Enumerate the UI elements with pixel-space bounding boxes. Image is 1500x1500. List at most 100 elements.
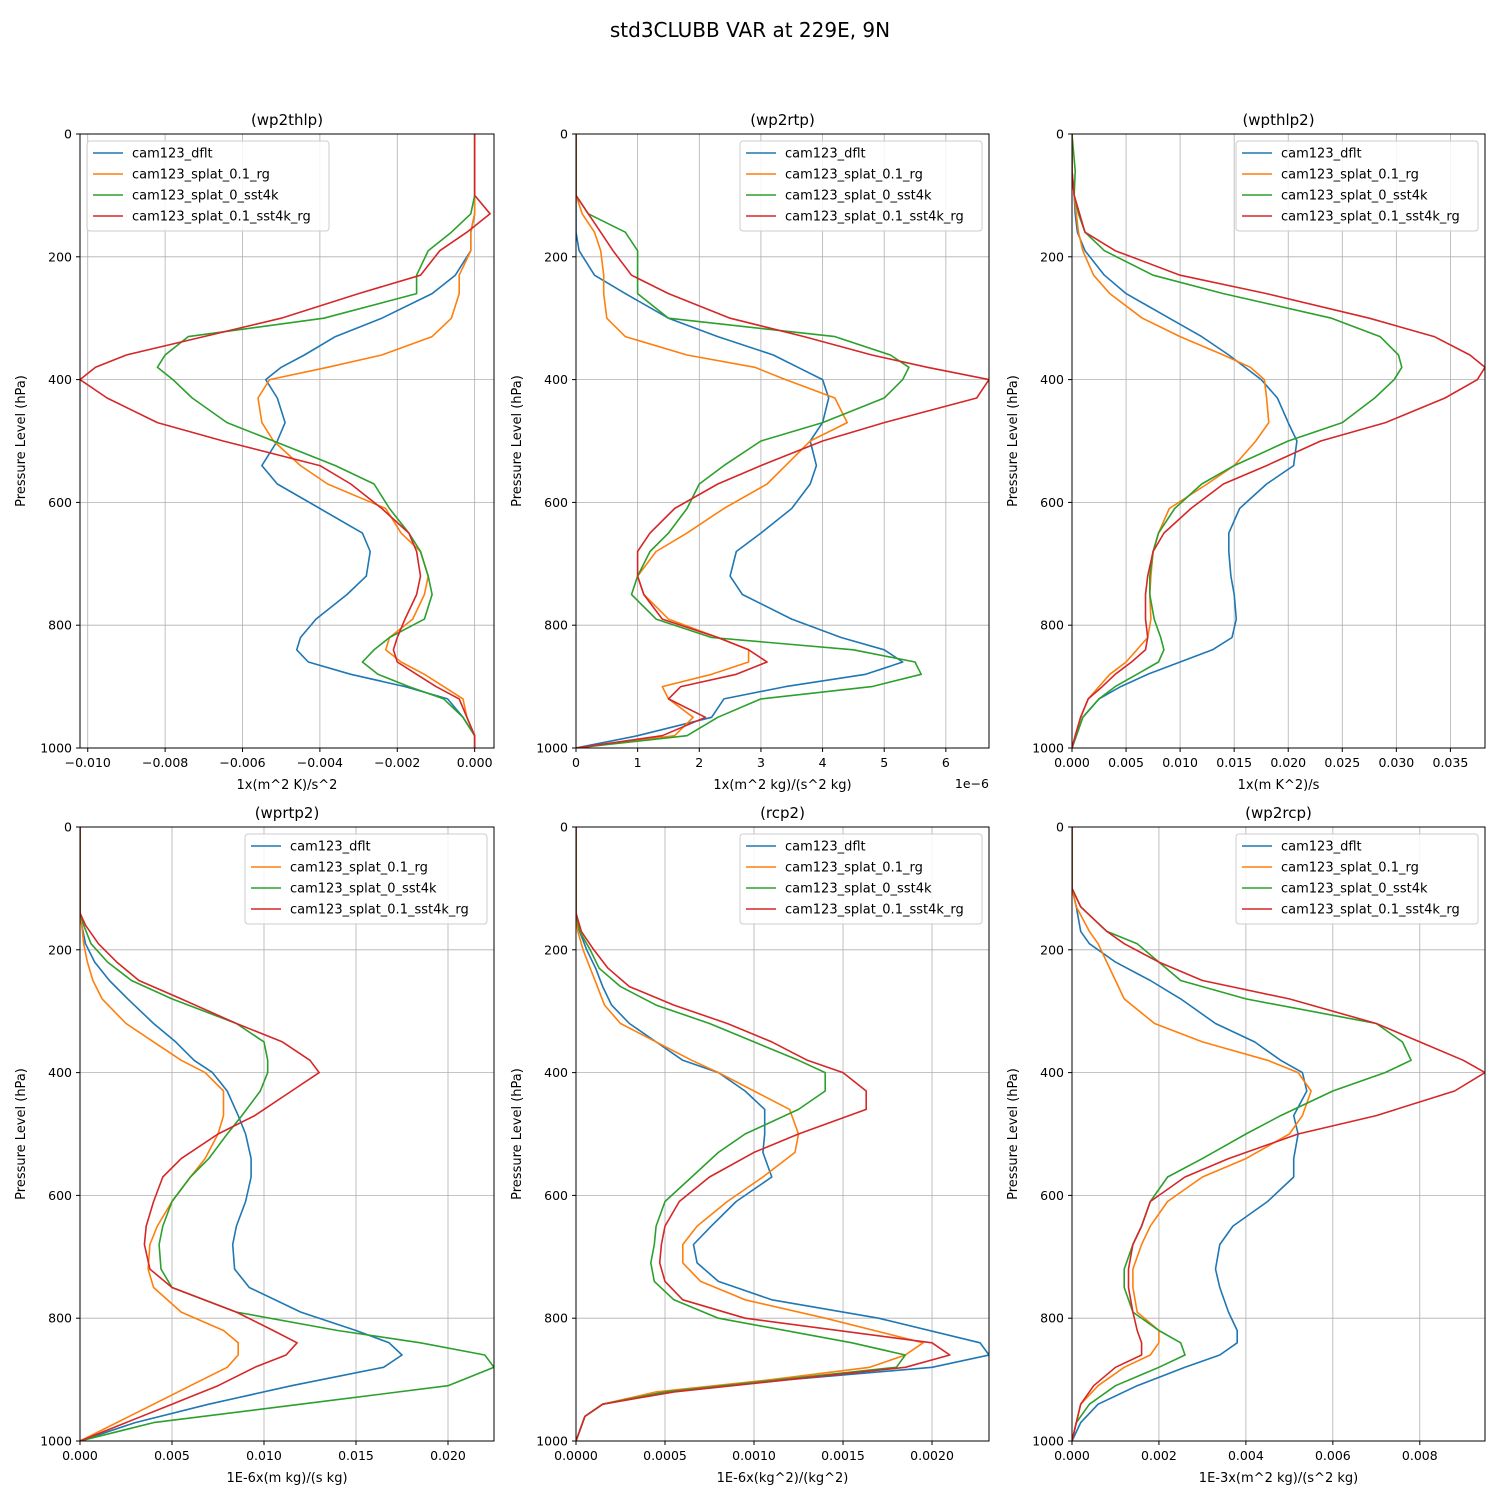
x-tick-label: −0.004 — [297, 755, 343, 770]
y-tick-label: 600 — [544, 1188, 568, 1203]
x-tick-label: 0.010 — [246, 1448, 282, 1463]
legend-box — [1235, 140, 1479, 232]
legend-box — [244, 833, 488, 925]
legend-label: cam123_splat_0.1_sst4k_rg — [785, 210, 964, 225]
subplot-4: 0.0000 0.0005 0.0010 0.0015 0.0020 0 200 400 600… — [510, 804, 990, 1486]
x-axis-label: 1E-6x(kg^2)/(kg^2) — [717, 1471, 849, 1486]
y-tick-label: 400 — [1040, 372, 1064, 387]
y-tick-label: 1000 — [536, 741, 568, 756]
grid-lines — [80, 133, 494, 749]
subplot-1: 0 1 2 3 4 5 6 0 200 400 600 800 1000 1e−6 (wp2rtp) 1x(m… — [510, 111, 990, 793]
x-tick-label: 0.030 — [1378, 755, 1414, 770]
x-tick-label: 0.006 — [1315, 1448, 1351, 1463]
subplot-grid: −0.010 −0.008 −0.006 −0.004 −0.002 0.00002004… — [14, 111, 1486, 1486]
y-tick-label: 1000 — [40, 1434, 72, 1449]
y-tick-label: 600 — [1040, 495, 1064, 510]
y-axis-label: Pressure Level (hPa) — [510, 375, 525, 507]
y-tick-label: 200 — [1040, 249, 1064, 264]
plot-frame — [1071, 826, 1486, 1442]
x-offset-text: 1e−6 — [955, 776, 989, 791]
y-tick-label: 800 — [544, 1311, 568, 1326]
legend: cam123_dflt cam123_splat_0.1_rg cam123_spl… — [244, 833, 488, 925]
series-line-cam123_dflt — [576, 827, 989, 1441]
y-tick-label: 200 — [48, 942, 72, 957]
legend-label: cam123_dflt — [785, 840, 866, 855]
x-tick-label: 1 — [634, 755, 642, 770]
legend-label: cam123_splat_0_sst4k — [1281, 189, 1428, 204]
y-tick-label: 400 — [544, 372, 568, 387]
subplot-title: (wp2rtp) — [750, 111, 815, 129]
x-tick-label: 0.005 — [154, 1448, 190, 1463]
x-tick-label: 0.015 — [338, 1448, 374, 1463]
legend-label: cam123_splat_0.1_rg — [1281, 861, 1419, 876]
legend-label: cam123_splat_0.1_sst4k_rg — [1281, 210, 1460, 225]
series-line-cam123_splat_0.1_sst4k_rg — [80, 134, 491, 748]
y-axis-label: Pressure Level (hPa) — [14, 1068, 29, 1200]
legend-label: cam123_splat_0.1_sst4k_rg — [290, 903, 469, 918]
y-tick-label: 400 — [48, 1065, 72, 1080]
x-tick-label: 4 — [819, 755, 827, 770]
x-tick-label: 0 — [572, 755, 580, 770]
series-line-cam123_splat_0_sst4k — [576, 827, 907, 1441]
figure-title: std3CLUBB VAR at 229E, 9N — [610, 18, 890, 42]
legend-label: cam123_splat_0_sst4k — [290, 882, 437, 897]
plot-frame — [79, 133, 495, 749]
x-tick-label: −0.010 — [65, 755, 111, 770]
legend-label: cam123_splat_0.1_sst4k_rg — [1281, 903, 1460, 918]
y-tick-label: 400 — [1040, 1065, 1064, 1080]
x-tick-label: 0.000 — [457, 755, 493, 770]
x-tick-label: 0.0020 — [910, 1448, 954, 1463]
series-line-cam123_splat_0.1_sst4k_rg — [576, 827, 951, 1441]
y-tick-label: 600 — [48, 495, 72, 510]
x-tick-label: 5 — [880, 755, 888, 770]
plot-frame — [1071, 133, 1486, 749]
y-axis-label: Pressure Level (hPa) — [510, 1068, 525, 1200]
x-tick-label: −0.008 — [142, 755, 188, 770]
legend-label: cam123_splat_0.1_rg — [785, 168, 923, 183]
legend-label: cam123_splat_0.1_sst4k_rg — [132, 210, 311, 225]
legend: cam123_dflt cam123_splat_0.1_rg cam123_spl… — [1235, 833, 1479, 925]
series-line-cam123_dflt — [1072, 134, 1298, 748]
y-tick-label: 200 — [1040, 942, 1064, 957]
y-tick-label: 0 — [64, 127, 72, 142]
x-tick-label: 0.002 — [1141, 1448, 1177, 1463]
series-line-cam123_splat_0.1_rg — [257, 134, 476, 748]
subplot-title: (wp2rcp) — [1245, 804, 1312, 822]
y-tick-label: 200 — [48, 249, 72, 264]
x-tick-label: 0.010 — [1162, 755, 1198, 770]
subplot-3: 0.000 0.005 0.010 0.015 0.020 0 200 400 600 800 10… — [14, 804, 495, 1486]
legend-label: cam123_dflt — [1281, 840, 1362, 855]
y-tick-label: 0 — [1056, 127, 1064, 142]
subplot-title: (wp2thlp) — [251, 111, 323, 129]
legend-label: cam123_splat_0.1_rg — [290, 861, 428, 876]
plot-frame — [79, 826, 495, 1442]
subplot-title: (rcp2) — [760, 804, 805, 822]
legend-box — [86, 140, 330, 232]
series-line-cam123_splat_0.1_sst4k_rg — [576, 134, 989, 748]
legend-label: cam123_splat_0.1_rg — [1281, 168, 1419, 183]
y-axis-label: Pressure Level (hPa) — [14, 375, 29, 507]
x-tick-label: 0.0010 — [732, 1448, 776, 1463]
y-tick-label: 1000 — [1032, 741, 1064, 756]
legend-label: cam123_dflt — [290, 840, 371, 855]
x-tick-label: 0.000 — [62, 1448, 98, 1463]
series-group — [80, 134, 491, 748]
series-line-cam123_splat_0.1_sst4k_rg — [1072, 827, 1485, 1441]
legend-box — [1235, 833, 1479, 925]
x-tick-label: −0.006 — [219, 755, 265, 770]
x-tick-label: 0.008 — [1402, 1448, 1438, 1463]
x-tick-label: −0.002 — [374, 755, 420, 770]
series-line-cam123_dflt — [80, 827, 403, 1441]
y-axis-label: Pressure Level (hPa) — [1006, 1068, 1021, 1200]
x-tick-label: 0.000 — [1054, 1448, 1090, 1463]
series-group — [80, 827, 494, 1441]
x-tick-label: 0.020 — [1270, 755, 1306, 770]
y-tick-label: 400 — [48, 372, 72, 387]
x-axis-label: 1x(m^2 kg)/(s^2 kg) — [713, 778, 851, 793]
y-tick-label: 800 — [1040, 1311, 1064, 1326]
series-group — [1072, 827, 1485, 1441]
series-group — [576, 827, 989, 1441]
x-tick-label: 0.0000 — [554, 1448, 598, 1463]
x-axis-label: 1E-6x(m kg)/(s kg) — [226, 1471, 347, 1486]
legend-box — [739, 140, 983, 232]
